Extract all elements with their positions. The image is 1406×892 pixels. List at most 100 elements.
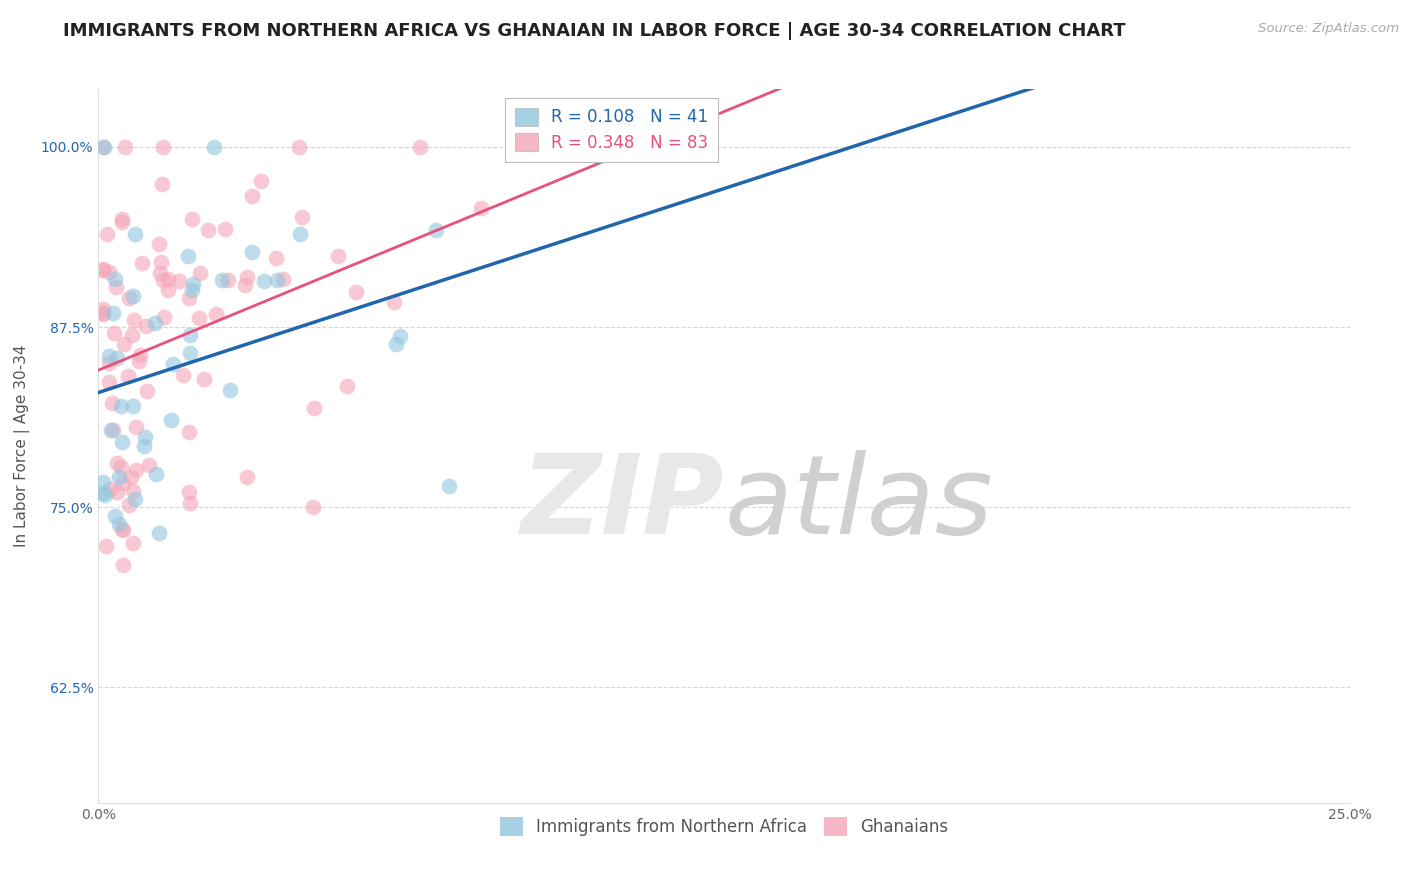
- Point: [100, 396, 122, 410]
- Point: [217, 273, 239, 287]
- Point: [236, 270, 259, 285]
- Point: [112, 558, 135, 572]
- Point: [344, 285, 367, 299]
- Point: [111, 476, 134, 491]
- Point: [291, 210, 314, 224]
- Point: [150, 254, 173, 268]
- Point: [197, 223, 219, 237]
- Point: [149, 267, 172, 281]
- Point: [302, 500, 325, 514]
- Point: [122, 536, 145, 550]
- Point: [111, 522, 134, 536]
- Point: [122, 289, 145, 303]
- Point: [181, 283, 204, 297]
- Point: [135, 319, 157, 334]
- Point: [425, 223, 447, 237]
- Point: [128, 353, 150, 368]
- Point: [128, 348, 150, 362]
- Point: [132, 439, 155, 453]
- Point: [264, 251, 287, 265]
- Point: [385, 336, 408, 351]
- Point: [93, 307, 115, 321]
- Point: [104, 509, 127, 524]
- Point: [190, 266, 212, 280]
- Point: [93, 301, 115, 316]
- Point: [202, 140, 225, 154]
- Point: [110, 214, 132, 228]
- Point: [181, 277, 204, 291]
- Point: [110, 459, 132, 474]
- Y-axis label: In Labor Force | Age 30-34: In Labor Force | Age 30-34: [14, 344, 30, 548]
- Point: [288, 140, 311, 154]
- Point: [97, 264, 120, 278]
- Point: [100, 423, 122, 437]
- Point: [250, 173, 273, 187]
- Point: [124, 227, 146, 242]
- Point: [382, 295, 405, 310]
- Point: [94, 488, 117, 502]
- Point: [104, 279, 127, 293]
- Point: [193, 372, 215, 386]
- Point: [409, 140, 432, 154]
- Point: [153, 310, 176, 325]
- Point: [124, 492, 146, 507]
- Point: [107, 517, 129, 532]
- Text: ZIP: ZIP: [520, 450, 724, 557]
- Point: [117, 498, 139, 512]
- Point: [122, 313, 145, 327]
- Point: [470, 201, 492, 215]
- Point: [93, 306, 115, 320]
- Point: [266, 273, 288, 287]
- Point: [179, 345, 201, 359]
- Point: [97, 349, 120, 363]
- Point: [93, 262, 115, 277]
- Point: [107, 470, 129, 484]
- Text: IMMIGRANTS FROM NORTHERN AFRICA VS GHANAIAN IN LABOR FORCE | AGE 30-34 CORRELATI: IMMIGRANTS FROM NORTHERN AFRICA VS GHANA…: [63, 22, 1126, 40]
- Point: [152, 178, 174, 192]
- Point: [110, 399, 132, 413]
- Point: [93, 140, 115, 154]
- Point: [105, 351, 128, 366]
- Point: [103, 306, 125, 320]
- Point: [93, 475, 115, 489]
- Point: [204, 307, 226, 321]
- Point: [96, 227, 118, 241]
- Point: [114, 140, 136, 154]
- Point: [179, 328, 201, 343]
- Point: [152, 140, 174, 154]
- Point: [101, 423, 124, 437]
- Point: [162, 358, 184, 372]
- Point: [93, 140, 115, 154]
- Point: [167, 274, 190, 288]
- Point: [152, 272, 174, 286]
- Point: [172, 368, 194, 383]
- Point: [177, 291, 200, 305]
- Point: [214, 222, 236, 236]
- Point: [148, 525, 170, 540]
- Point: [177, 425, 200, 440]
- Point: [240, 188, 263, 202]
- Point: [253, 274, 276, 288]
- Point: [148, 237, 170, 252]
- Point: [118, 292, 141, 306]
- Point: [156, 272, 179, 286]
- Point: [104, 271, 127, 285]
- Point: [124, 462, 146, 476]
- Point: [97, 375, 120, 389]
- Point: [180, 212, 202, 227]
- Point: [336, 378, 359, 392]
- Point: [105, 456, 128, 470]
- Point: [122, 484, 145, 499]
- Point: [136, 384, 159, 399]
- Point: [111, 211, 134, 226]
- Point: [121, 328, 143, 343]
- Point: [111, 434, 134, 449]
- Point: [93, 485, 115, 500]
- Text: Source: ZipAtlas.com: Source: ZipAtlas.com: [1258, 22, 1399, 36]
- Point: [177, 249, 200, 263]
- Point: [288, 227, 311, 241]
- Point: [271, 272, 294, 286]
- Point: [138, 458, 160, 473]
- Point: [98, 482, 121, 496]
- Point: [112, 337, 135, 351]
